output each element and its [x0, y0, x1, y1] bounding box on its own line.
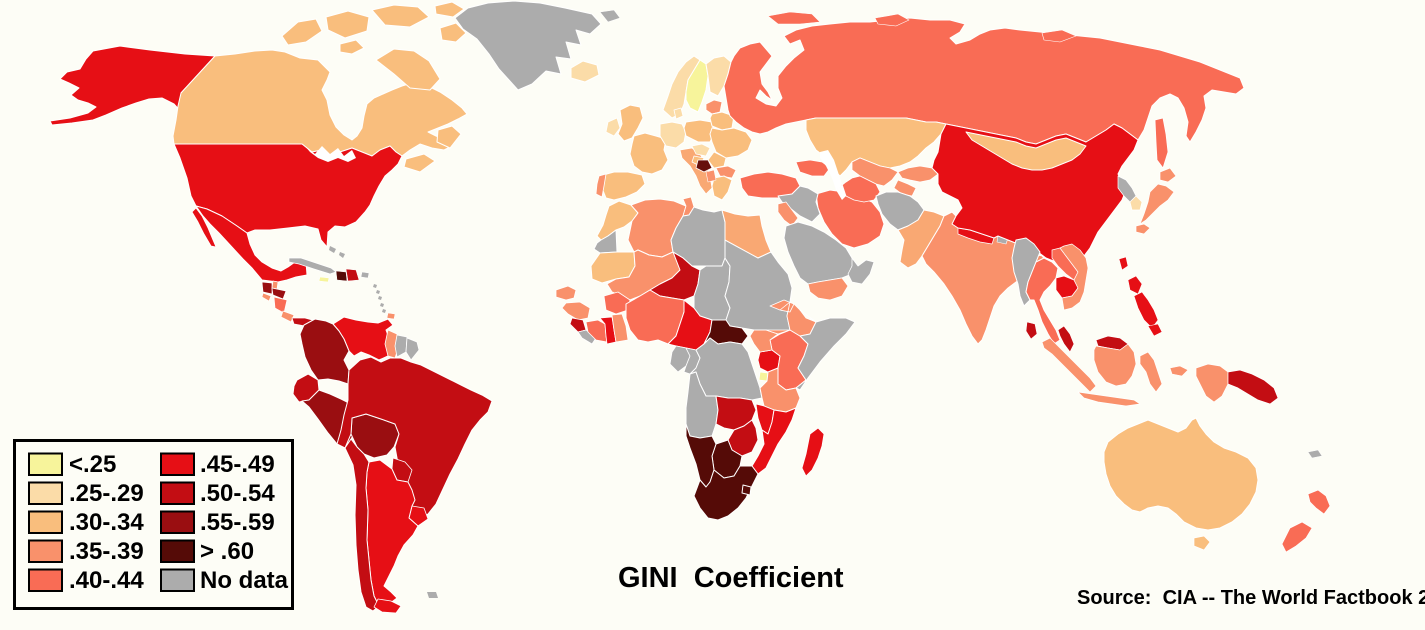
svg-text:.40-.44: .40-.44	[69, 567, 144, 594]
svg-text:.30-.34: .30-.34	[69, 509, 144, 536]
svg-text:> .60: > .60	[200, 538, 254, 565]
svg-text:.35-.39: .35-.39	[69, 538, 144, 565]
svg-text:No data: No data	[200, 567, 289, 594]
svg-text:Source: CIA -- The World Fact: Source: CIA -- The World Factbook 2009	[1077, 587, 1425, 609]
svg-text:.25-.29: .25-.29	[69, 480, 144, 507]
svg-text:<.25: <.25	[69, 451, 116, 478]
svg-text:.55-.59: .55-.59	[200, 509, 275, 536]
svg-text:.45-.49: .45-.49	[200, 451, 275, 478]
svg-text:GINI Coefficient: GINI Coefficient	[618, 562, 844, 594]
svg-text:.50-.54: .50-.54	[200, 480, 275, 507]
